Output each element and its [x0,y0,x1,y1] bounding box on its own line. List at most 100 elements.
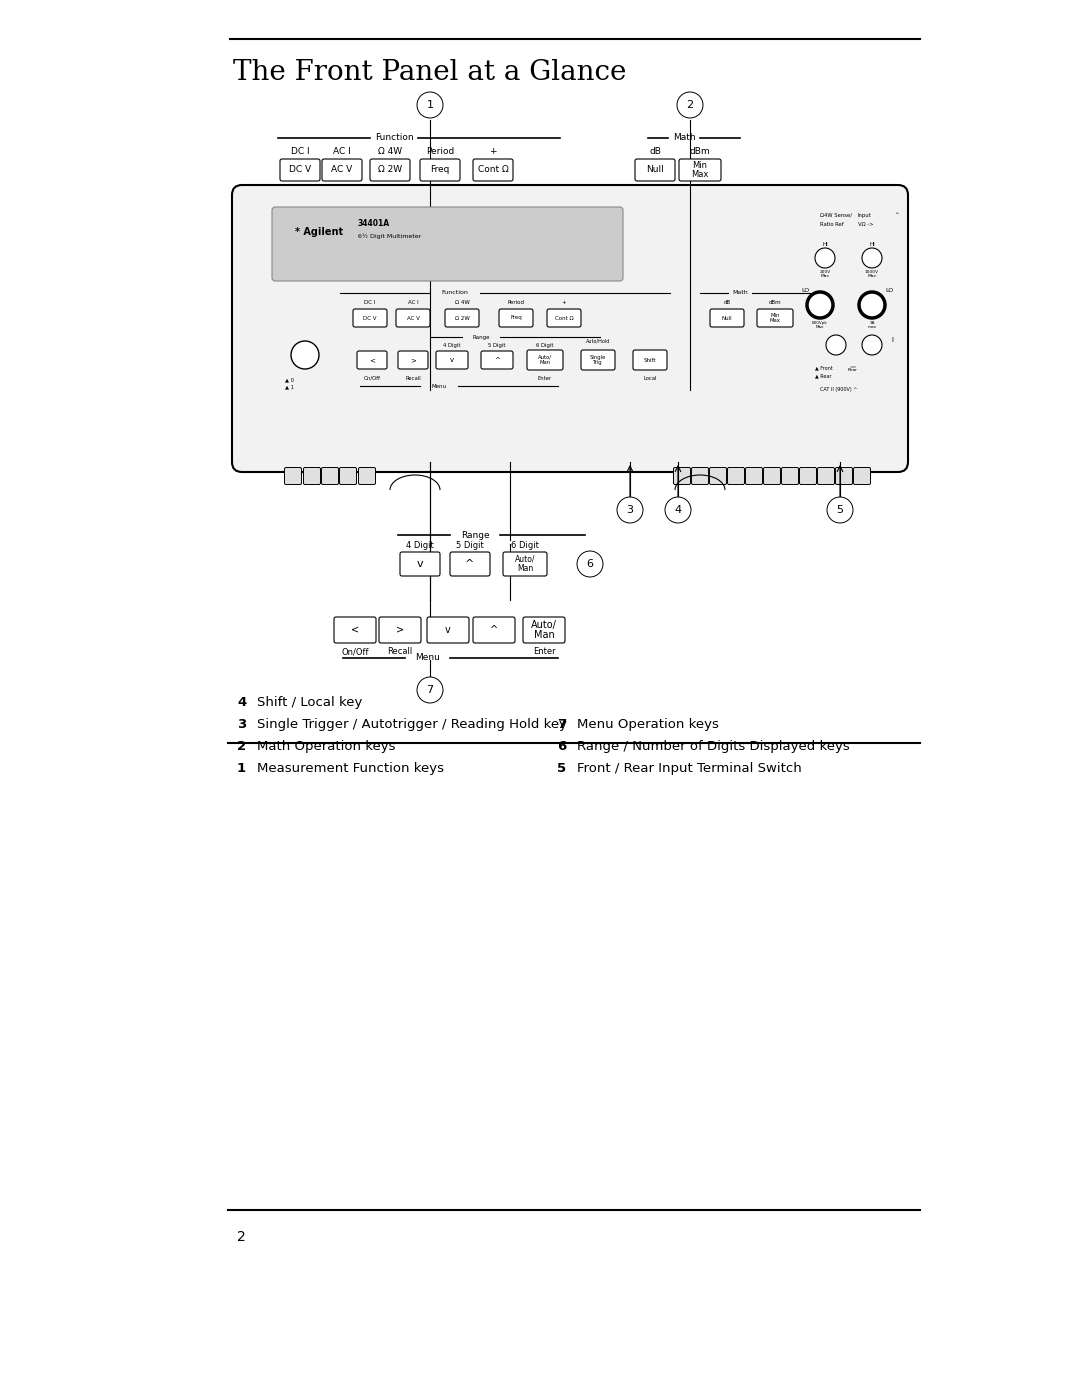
Text: Null: Null [721,316,732,320]
Text: 5 Digit: 5 Digit [456,542,484,550]
Text: >: > [396,624,404,636]
Text: Recall: Recall [388,647,413,657]
FancyBboxPatch shape [764,468,781,485]
Circle shape [862,335,882,355]
Text: Auto/
Man: Auto/ Man [538,355,552,365]
FancyBboxPatch shape [836,468,852,485]
Text: LO: LO [886,288,894,292]
FancyBboxPatch shape [303,468,321,485]
FancyBboxPatch shape [272,207,623,281]
Text: AC V: AC V [406,316,419,320]
FancyBboxPatch shape [473,159,513,182]
Text: v: v [445,624,450,636]
Text: * Agilent: * Agilent [295,226,343,237]
FancyBboxPatch shape [445,309,480,327]
FancyBboxPatch shape [334,617,376,643]
FancyBboxPatch shape [481,351,513,369]
Text: Local: Local [644,376,657,380]
FancyBboxPatch shape [635,159,675,182]
Text: 2: 2 [237,1229,246,1243]
Text: Freq: Freq [430,165,449,175]
Text: 1000V
Max: 1000V Max [865,270,879,278]
Text: Math: Math [673,134,696,142]
Text: 6: 6 [586,559,594,569]
Text: 6 Digit: 6 Digit [537,344,554,348]
FancyBboxPatch shape [359,468,376,485]
Circle shape [859,292,885,319]
Circle shape [577,550,603,577]
Text: 3A
max: 3A max [867,321,877,330]
FancyBboxPatch shape [581,351,615,370]
Text: The Front Panel at a Glance: The Front Panel at a Glance [233,59,626,85]
FancyBboxPatch shape [399,351,428,369]
Text: Measurement Function keys: Measurement Function keys [257,761,444,775]
Text: 4: 4 [237,696,246,710]
FancyBboxPatch shape [523,617,565,643]
FancyBboxPatch shape [757,309,793,327]
Text: Menu Operation keys: Menu Operation keys [577,718,719,731]
Text: VΩ ->: VΩ -> [858,222,874,226]
Text: =>
Rear: => Rear [848,363,858,372]
Text: 6: 6 [557,740,566,753]
FancyBboxPatch shape [499,309,534,327]
FancyBboxPatch shape [633,351,667,370]
Text: I: I [891,337,893,344]
FancyBboxPatch shape [400,552,440,576]
Text: Period: Period [426,148,454,156]
Text: Function: Function [375,134,414,142]
Text: 5 Digit: 5 Digit [488,344,505,348]
Text: 6½ Digit Multimeter: 6½ Digit Multimeter [357,233,421,239]
Text: 200V
Max: 200V Max [820,270,831,278]
Text: LO: LO [801,288,809,292]
Text: AC I: AC I [407,300,418,306]
Text: +: + [562,300,566,306]
Text: 2: 2 [687,101,693,110]
FancyBboxPatch shape [322,468,338,485]
Text: 3: 3 [237,718,246,731]
Text: ▲ 1: ▲ 1 [285,384,294,390]
Text: Enter: Enter [538,376,552,380]
Text: DC I: DC I [291,148,309,156]
Text: 1: 1 [427,101,433,110]
Text: dBm: dBm [769,300,781,306]
Text: Enter: Enter [532,647,555,657]
Text: AC V: AC V [332,165,353,175]
Text: AC I: AC I [333,148,351,156]
Text: 600Vpk
Max: 600Vpk Max [812,321,828,330]
FancyBboxPatch shape [782,468,798,485]
Text: dB: dB [724,300,730,306]
Text: Menu: Menu [432,384,446,388]
Text: >: > [410,358,416,363]
Text: Shift: Shift [644,358,657,362]
Text: ^: ^ [494,358,500,363]
Text: Function: Function [442,291,469,296]
FancyBboxPatch shape [370,159,410,182]
FancyBboxPatch shape [503,552,546,576]
Text: 1: 1 [237,761,246,775]
Text: Ω 4W: Ω 4W [455,300,470,306]
FancyBboxPatch shape [436,351,468,369]
FancyBboxPatch shape [420,159,460,182]
Circle shape [807,292,833,319]
Circle shape [827,497,853,522]
Circle shape [862,249,882,268]
FancyBboxPatch shape [322,159,362,182]
Text: Auto/
Man: Auto/ Man [515,555,536,573]
Text: Input: Input [858,212,872,218]
Text: 5: 5 [557,761,566,775]
Text: DC V: DC V [363,316,377,320]
Text: 3: 3 [626,504,634,515]
Text: Ω 2W: Ω 2W [378,165,402,175]
Text: 34401A: 34401A [357,219,390,229]
FancyBboxPatch shape [691,468,708,485]
Text: HI: HI [869,242,875,246]
FancyBboxPatch shape [379,617,421,643]
Text: 5: 5 [837,504,843,515]
Text: ▲ 0: ▲ 0 [285,377,294,383]
Text: Math Operation keys: Math Operation keys [257,740,395,753]
Text: Min
Max: Min Max [691,161,708,179]
FancyBboxPatch shape [427,617,469,643]
Text: 7: 7 [557,718,566,731]
Text: Single
Trig: Single Trig [590,355,606,365]
Text: Ω 4W: Ω 4W [378,148,402,156]
